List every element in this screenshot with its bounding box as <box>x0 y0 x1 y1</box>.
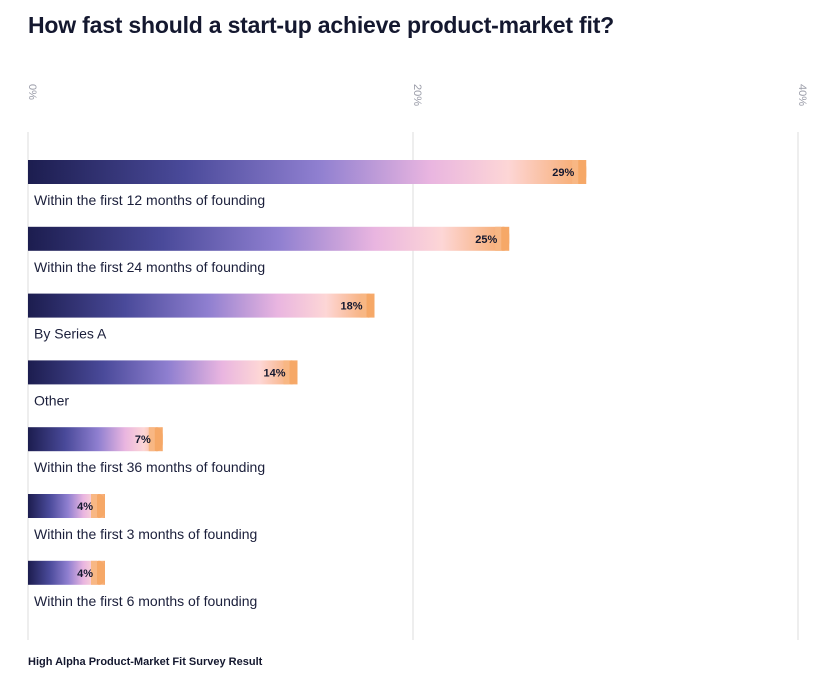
bar-value-label: 18% <box>340 301 362 313</box>
category-label: Within the first 12 months of founding <box>34 192 265 208</box>
gridlines <box>27 132 799 640</box>
bar-value-label: 7% <box>135 434 151 446</box>
bar-end-blend <box>495 226 502 251</box>
bars: 29% Within the first 12 months of foundin… <box>28 160 587 609</box>
category-label: By Series A <box>34 326 107 342</box>
bar-end-blend <box>360 293 367 318</box>
bar-group: 4% Within the first 6 months of founding <box>28 560 257 609</box>
category-label: Within the first 6 months of founding <box>34 593 257 609</box>
source-note: High Alpha Product-Market Fit Survey Res… <box>28 656 263 668</box>
category-label: Other <box>34 392 69 408</box>
x-axis-ticks: 0% 20% 40% <box>26 84 808 106</box>
bar <box>28 160 587 184</box>
bar-value-label: 4% <box>77 501 93 513</box>
bar <box>28 226 510 251</box>
bar-end-blend <box>283 360 290 385</box>
bar-group: 4% Within the first 3 months of founding <box>28 494 257 542</box>
bar <box>28 293 375 318</box>
bar-end-blend <box>91 494 97 518</box>
bar <box>28 360 298 385</box>
bar-value-label: 4% <box>77 568 93 580</box>
bar-group: 7% Within the first 36 months of founding <box>28 427 265 475</box>
x-tick-label: 20% <box>411 84 423 106</box>
bar-value-label: 29% <box>552 167 574 179</box>
chart-title: How fast should a start-up achieve produ… <box>28 12 615 38</box>
bar-group: 18% By Series A <box>28 293 375 342</box>
x-tick-label: 0% <box>26 84 38 100</box>
bar <box>28 427 163 452</box>
category-label: Within the first 3 months of founding <box>34 526 257 542</box>
category-label: Within the first 24 months of founding <box>34 259 265 275</box>
category-label: Within the first 36 months of founding <box>34 459 265 475</box>
bar-end-blend <box>148 427 155 452</box>
x-tick-label: 40% <box>796 84 808 106</box>
bar-group: 14% Other <box>28 360 298 408</box>
bar-value-label: 14% <box>263 367 285 379</box>
bar-end-blend <box>91 560 97 585</box>
bar-end-blend <box>572 160 579 184</box>
bar-value-label: 25% <box>475 234 497 246</box>
bar-group: 25% Within the first 24 months of foundin… <box>28 226 510 275</box>
bar-group: 29% Within the first 12 months of foundin… <box>28 160 587 208</box>
